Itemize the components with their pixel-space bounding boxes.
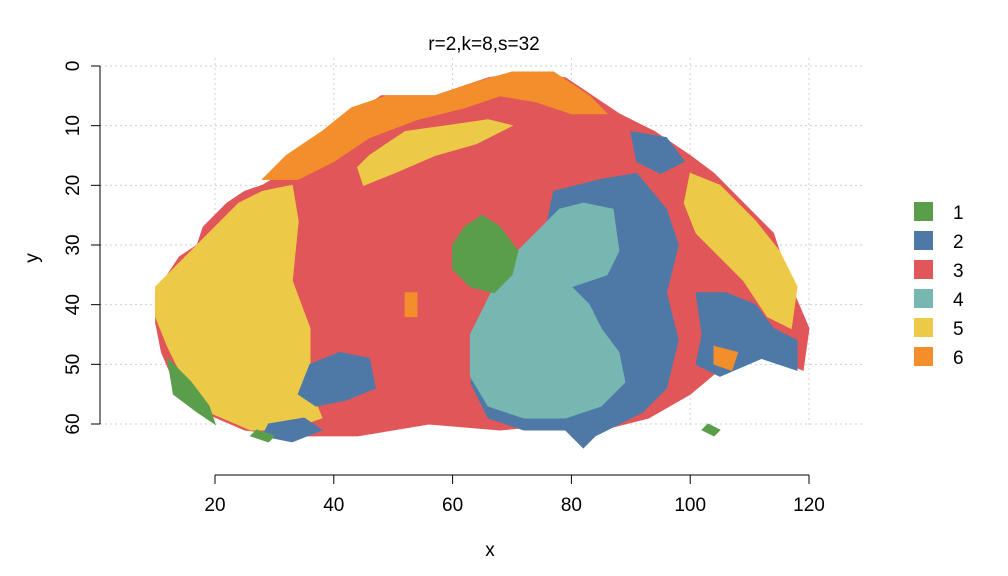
legend-label-4: 4 (953, 290, 964, 311)
cluster-6-region (261, 71, 609, 180)
x-tick-label: 40 (323, 495, 344, 516)
x-tick-label: 80 (561, 495, 582, 516)
legend-swatch-4 (914, 289, 933, 308)
cluster-2-region (297, 351, 376, 407)
cluster-1-region (249, 429, 276, 443)
legend-swatch-3 (914, 260, 933, 279)
cluster-6-region (713, 345, 739, 371)
y-tick-label: 0 (63, 61, 84, 72)
chart-title: r=2,k=8,s=32 (428, 34, 539, 55)
legend: 1 2 3 4 5 6 (914, 202, 964, 369)
y-axis: 0 10 20 30 40 50 60 (63, 61, 101, 435)
cluster-1-region (701, 423, 721, 437)
cluster-5-region (357, 119, 514, 186)
cluster-2-region (630, 130, 686, 174)
legend-swatch-6 (914, 347, 933, 366)
y-tick-label: 10 (63, 115, 84, 136)
x-axis-label: x (485, 540, 495, 561)
legend-label-2: 2 (953, 232, 964, 253)
heatmap-plot-area (155, 71, 810, 449)
cluster-1-region (166, 356, 216, 426)
legend-label-6: 6 (953, 348, 964, 369)
legend-swatch-1 (914, 202, 933, 221)
cluster-5-region (683, 172, 798, 330)
x-tick-label: 100 (674, 495, 706, 516)
y-tick-label: 30 (63, 234, 84, 255)
cluster-1-region (452, 214, 519, 294)
legend-label-3: 3 (953, 261, 964, 282)
y-axis-label: y (22, 253, 43, 263)
cluster-6-region (404, 292, 418, 318)
legend-label-5: 5 (953, 319, 964, 340)
cluster-4-region (469, 202, 626, 419)
legend-swatch-5 (914, 318, 933, 337)
y-tick-label: 50 (63, 354, 84, 375)
legend-swatch-2 (914, 231, 933, 250)
x-tick-label: 20 (204, 495, 225, 516)
legend-label-1: 1 (953, 203, 964, 224)
x-axis: 20 40 60 80 100 120 (204, 474, 825, 516)
y-tick-label: 20 (63, 175, 84, 196)
x-tick-label: 120 (793, 495, 825, 516)
y-tick-label: 40 (63, 294, 84, 315)
y-tick-label: 60 (63, 413, 84, 434)
x-tick-label: 60 (442, 495, 463, 516)
